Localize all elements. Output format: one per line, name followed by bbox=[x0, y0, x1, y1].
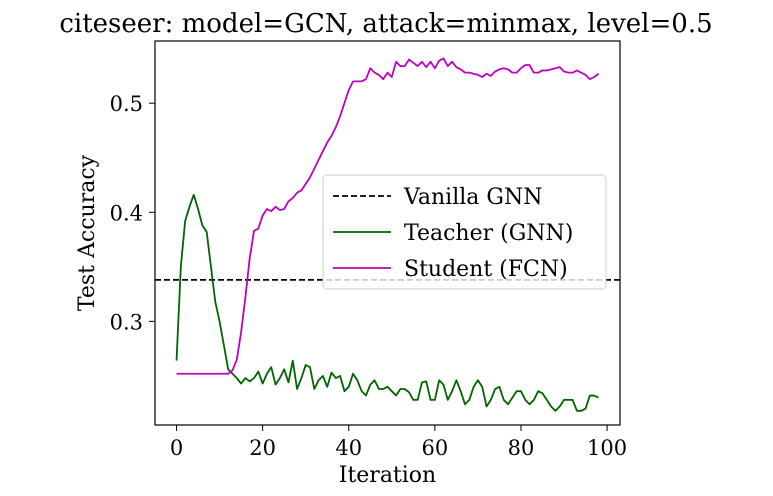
y-tick-label: 0.5 bbox=[110, 92, 143, 116]
legend-label-vanilla: Vanilla GNN bbox=[403, 185, 542, 210]
series-line-student bbox=[176, 57, 600, 375]
y-tick-label: 0.3 bbox=[110, 310, 143, 334]
x-tick-label: 20 bbox=[249, 436, 276, 460]
x-tick-label: 80 bbox=[508, 436, 535, 460]
y-axis-label: Test Accuracy bbox=[75, 154, 100, 311]
x-axis-label: Iteration bbox=[339, 463, 436, 488]
y-tick-label: 0.4 bbox=[110, 201, 143, 225]
plot-frame bbox=[154, 40, 621, 426]
x-tick-label: 40 bbox=[335, 436, 362, 460]
x-tick-label: 100 bbox=[587, 436, 627, 460]
series-line-teacher bbox=[175, 193, 599, 412]
legend-label-student: Student (FCN) bbox=[404, 257, 568, 282]
legend-label-teacher: Teacher (GNN) bbox=[404, 221, 573, 246]
axis-ticks: 0 20 40 60 80 100 0.3 0.4 0.5 bbox=[110, 92, 628, 460]
chart-title: citeseer: model=GCN, attack=minmax, leve… bbox=[59, 9, 712, 39]
legend: Vanilla GNN Teacher (GNN) Student (FCN) bbox=[322, 174, 607, 290]
x-tick-label: 0 bbox=[170, 436, 183, 460]
legend-box bbox=[322, 174, 607, 290]
x-tick-label: 60 bbox=[421, 436, 448, 460]
